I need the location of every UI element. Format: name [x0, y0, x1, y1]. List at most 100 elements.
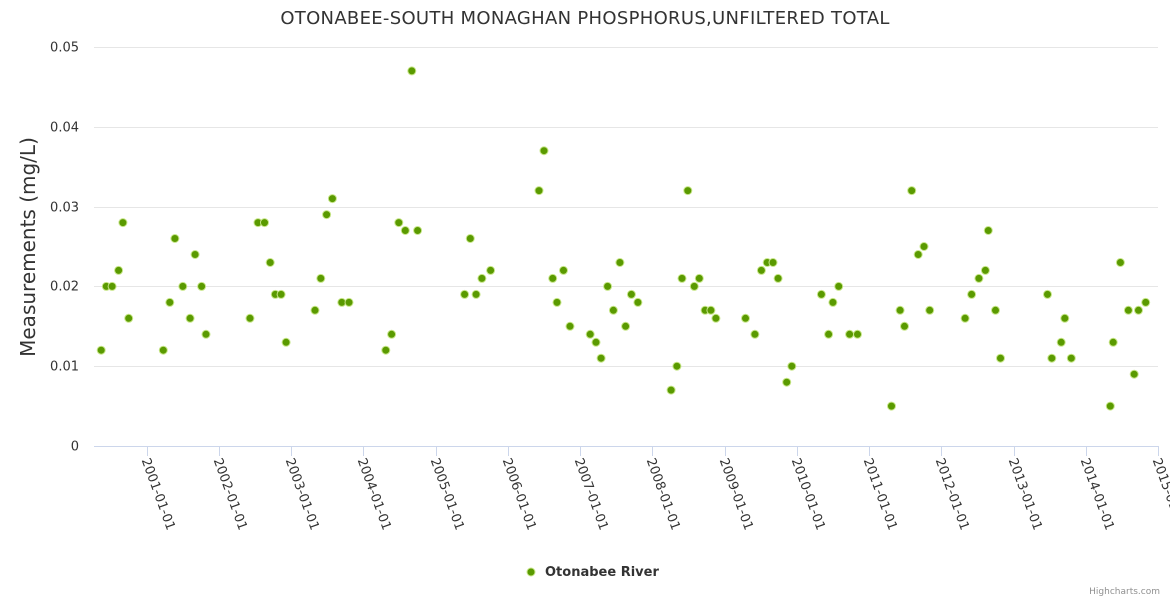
data-point[interactable] [471, 289, 481, 299]
data-point[interactable] [895, 305, 905, 315]
data-point[interactable] [1134, 305, 1143, 315]
data-point[interactable] [265, 258, 275, 267]
data-point[interactable] [615, 258, 625, 267]
data-point[interactable] [1115, 258, 1125, 267]
data-point[interactable] [1105, 401, 1115, 411]
data-point[interactable] [165, 297, 175, 307]
data-point[interactable] [170, 234, 180, 243]
data-point[interactable] [260, 218, 269, 228]
data-point[interactable] [633, 297, 643, 307]
data-point[interactable] [756, 265, 766, 275]
data-point[interactable] [816, 289, 826, 299]
data-point[interactable] [925, 305, 935, 315]
data-point[interactable] [967, 289, 977, 299]
data-point[interactable] [185, 313, 195, 323]
data-point[interactable] [178, 281, 188, 291]
data-point[interactable] [1141, 297, 1151, 307]
data-point[interactable] [327, 194, 337, 204]
data-point[interactable] [900, 321, 909, 331]
data-point[interactable] [552, 297, 562, 307]
data-point[interactable] [1108, 337, 1118, 347]
data-point[interactable] [591, 337, 601, 347]
data-point[interactable] [741, 313, 750, 323]
data-point[interactable] [114, 265, 124, 275]
data-point[interactable] [534, 186, 544, 196]
data-point[interactable] [387, 329, 397, 339]
data-point[interactable] [400, 226, 410, 235]
data-point[interactable] [310, 305, 320, 315]
data-point[interactable] [974, 273, 984, 283]
data-point[interactable] [465, 234, 475, 243]
data-point[interactable] [96, 345, 106, 355]
data-point[interactable] [1123, 305, 1133, 315]
data-point[interactable] [477, 273, 487, 283]
data-point[interactable] [787, 361, 797, 371]
data-point[interactable] [677, 273, 687, 283]
data-point[interactable] [486, 265, 496, 275]
data-point[interactable] [672, 361, 682, 371]
data-point[interactable] [608, 305, 618, 315]
data-point[interactable] [694, 273, 704, 283]
data-point[interactable] [322, 210, 332, 220]
data-point[interactable] [381, 345, 391, 355]
data-point[interactable] [983, 226, 993, 235]
data-point[interactable] [887, 401, 896, 411]
data-point[interactable] [559, 265, 568, 275]
data-point[interactable] [750, 329, 760, 339]
data-point[interactable] [603, 281, 613, 291]
data-point[interactable] [245, 313, 255, 323]
data-point[interactable] [683, 186, 693, 196]
data-point[interactable] [460, 289, 470, 299]
data-point[interactable] [768, 258, 778, 267]
legend[interactable]: Otonabee River [526, 565, 659, 580]
data-point[interactable] [1129, 369, 1139, 379]
data-point[interactable] [711, 313, 721, 323]
data-point[interactable] [773, 273, 783, 283]
data-point[interactable] [281, 337, 291, 347]
legend-marker-icon[interactable] [526, 567, 536, 577]
data-point[interactable] [124, 313, 134, 323]
data-point[interactable] [413, 226, 423, 235]
data-point[interactable] [706, 305, 716, 315]
data-point[interactable] [276, 289, 286, 299]
data-point[interactable] [853, 329, 862, 339]
data-point[interactable] [344, 297, 354, 307]
data-point[interactable] [585, 329, 595, 339]
data-point[interactable] [666, 385, 676, 395]
data-point[interactable] [996, 353, 1005, 363]
data-point[interactable] [834, 281, 844, 291]
data-point[interactable] [394, 218, 404, 228]
data-point[interactable] [626, 289, 636, 299]
data-point[interactable] [158, 345, 168, 355]
data-point[interactable] [845, 329, 855, 339]
data-point[interactable] [919, 242, 929, 251]
data-point[interactable] [596, 353, 606, 363]
data-point[interactable] [565, 321, 575, 331]
data-point[interactable] [1066, 353, 1076, 363]
data-point[interactable] [1060, 313, 1070, 323]
data-point[interactable] [1056, 337, 1066, 347]
data-point[interactable] [782, 377, 792, 387]
data-point[interactable] [689, 281, 699, 291]
data-point[interactable] [907, 186, 917, 196]
data-point[interactable] [824, 329, 834, 339]
data-point[interactable] [913, 250, 923, 259]
data-point[interactable] [118, 218, 128, 228]
data-point[interactable] [548, 273, 558, 283]
data-point[interactable] [107, 281, 117, 291]
data-point[interactable] [960, 313, 970, 323]
data-point[interactable] [980, 265, 990, 275]
data-point[interactable] [991, 305, 1000, 315]
data-point[interactable] [407, 66, 417, 76]
credits-link[interactable]: Highcharts.com [1089, 587, 1160, 597]
data-point[interactable] [316, 273, 326, 283]
data-point[interactable] [539, 146, 549, 156]
legend-item-label[interactable]: Otonabee River [545, 565, 659, 580]
data-point[interactable] [201, 329, 211, 339]
data-point[interactable] [1043, 289, 1052, 299]
data-point[interactable] [621, 321, 631, 331]
data-point[interactable] [190, 250, 200, 259]
data-point[interactable] [828, 297, 838, 307]
data-point[interactable] [1047, 353, 1057, 363]
data-point[interactable] [197, 281, 207, 291]
